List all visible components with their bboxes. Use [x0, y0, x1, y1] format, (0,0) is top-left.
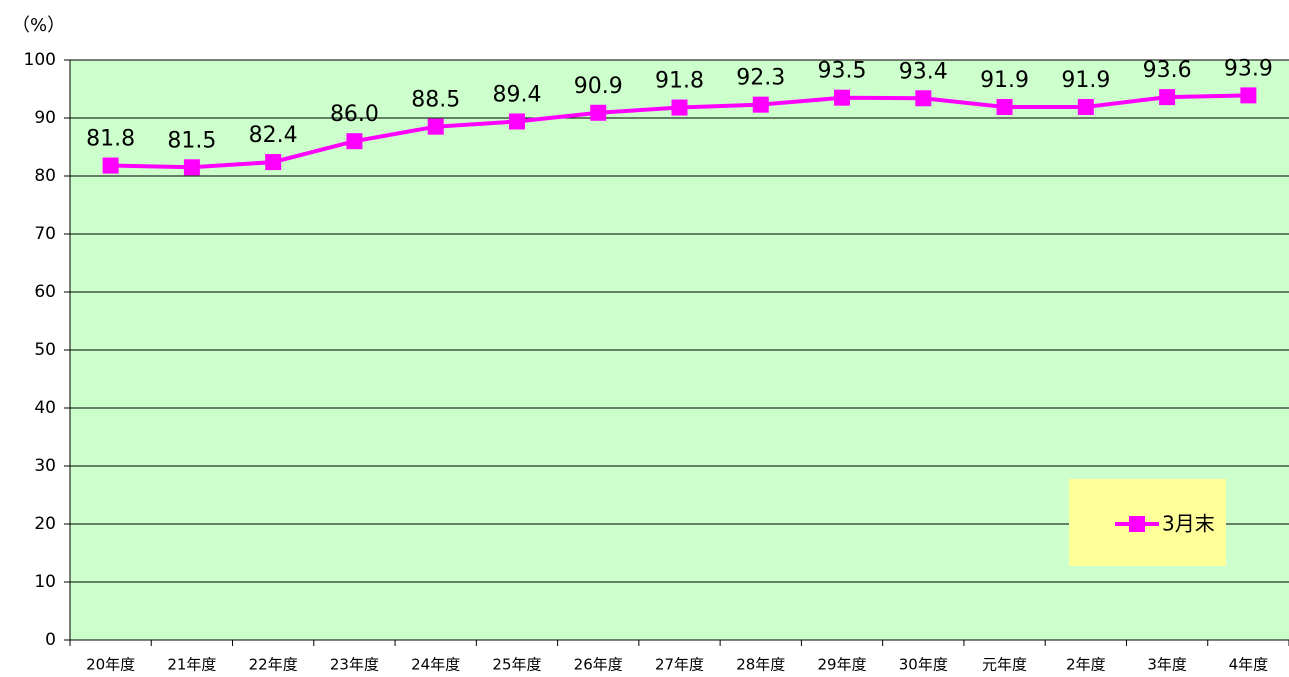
y-tick-label: 30 [34, 456, 56, 476]
legend-label: 3月末 [1162, 512, 1215, 536]
data-label: 93.6 [1143, 58, 1192, 83]
x-tick-label: 2年度 [1066, 656, 1106, 674]
x-tick-label: 30年度 [899, 656, 948, 674]
marker [996, 98, 1013, 115]
x-tick-label: 元年度 [982, 656, 1027, 674]
y-tick-label: 60 [34, 282, 56, 302]
data-label: 93.9 [1224, 56, 1273, 81]
y-tick-label: 80 [34, 166, 56, 186]
marker [1077, 98, 1094, 115]
legend-marker [1129, 516, 1145, 532]
y-tick-label: 90 [34, 108, 56, 128]
marker [183, 159, 200, 176]
data-label: 86.0 [330, 102, 379, 127]
marker [265, 154, 282, 171]
marker [346, 133, 363, 150]
x-tick-label: 23年度 [330, 656, 379, 674]
marker [427, 118, 444, 135]
y-tick-label: 0 [45, 630, 56, 650]
marker [752, 96, 769, 113]
y-tick-label: 50 [34, 340, 56, 360]
marker [1159, 89, 1176, 106]
x-tick-label: 29年度 [817, 656, 866, 674]
y-axis-label: （%） [12, 15, 65, 36]
y-tick-label: 20 [34, 514, 56, 534]
y-tick-label: 70 [34, 224, 56, 244]
y-tick-label: 10 [34, 572, 56, 592]
data-label: 93.4 [899, 59, 948, 84]
x-tick-label: 24年度 [411, 656, 460, 674]
data-label: 92.3 [736, 66, 785, 91]
marker [590, 104, 607, 121]
marker [1240, 87, 1257, 104]
y-tick-label: 40 [34, 398, 56, 418]
marker [915, 90, 932, 107]
data-label: 93.5 [818, 59, 867, 84]
x-tick-label: 26年度 [574, 656, 623, 674]
x-tick-label: 22年度 [249, 656, 298, 674]
data-label: 89.4 [492, 82, 541, 107]
data-label: 81.5 [167, 128, 216, 153]
x-tick-label: 4年度 [1229, 656, 1269, 674]
data-label: 91.8 [655, 69, 704, 94]
data-label: 91.9 [1061, 68, 1110, 93]
data-label: 90.9 [574, 74, 623, 99]
marker [834, 89, 851, 106]
data-label: 88.5 [411, 88, 460, 113]
x-tick-label: 28年度 [736, 656, 785, 674]
x-tick-label: 3年度 [1147, 656, 1187, 674]
marker [508, 113, 525, 130]
x-tick-label: 25年度 [492, 656, 541, 674]
x-tick-label: 21年度 [167, 656, 216, 674]
data-label: 81.8 [86, 127, 135, 152]
data-label: 82.4 [249, 123, 298, 148]
data-label: 91.9 [980, 68, 1029, 93]
x-tick-label: 20年度 [86, 656, 135, 674]
marker [671, 99, 688, 116]
y-tick-label: 100 [24, 50, 56, 70]
x-tick-label: 27年度 [655, 656, 704, 674]
marker [102, 157, 119, 174]
